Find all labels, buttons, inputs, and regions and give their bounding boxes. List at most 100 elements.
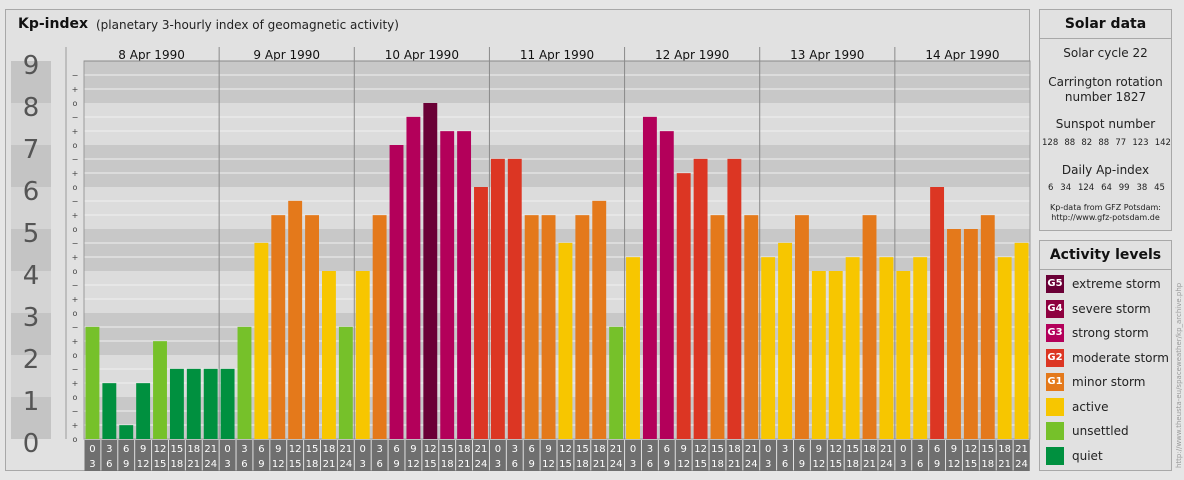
interval-end: 9: [934, 459, 940, 470]
y-tick-label: 1: [23, 387, 40, 417]
kp-bar: [271, 215, 286, 439]
interval-end: 15: [559, 459, 572, 470]
interval-end: 3: [89, 459, 95, 470]
interval-end: 18: [711, 459, 724, 470]
minor-tick-label: +: [72, 85, 79, 94]
y-band: [11, 271, 51, 313]
interval-cell: [337, 440, 354, 471]
interval-cell: [996, 440, 1013, 471]
kp-bar: [862, 215, 877, 439]
interval-cell: [557, 440, 574, 471]
interval-cell: [304, 440, 320, 471]
day-label: 9 Apr 1990: [253, 48, 320, 62]
interval-start: 21: [339, 444, 352, 455]
sunspot-value: 142: [1154, 138, 1171, 148]
interval-cell: [658, 440, 675, 471]
interval-cell: [168, 440, 185, 471]
interval-start: 0: [630, 444, 636, 455]
interval-start: 15: [846, 444, 859, 455]
minor-tick-label: o: [73, 267, 78, 276]
kp-bar: [676, 173, 691, 439]
interval-cell: [878, 440, 895, 471]
interval-end: 3: [765, 459, 771, 470]
minor-tick-label: o: [73, 99, 78, 108]
interval-end: 21: [323, 459, 336, 470]
interval-start: 3: [106, 444, 112, 455]
interval-start: 6: [934, 444, 940, 455]
interval-start: 0: [224, 444, 230, 455]
interval-cell: [827, 440, 844, 471]
sunspot-value: 82: [1081, 138, 1093, 148]
interval-end: 24: [880, 459, 893, 470]
y-tick-label: 8: [23, 93, 40, 123]
kp-bar: [913, 257, 928, 439]
ap-value: 124: [1077, 183, 1095, 193]
day-label: 11 Apr 1990: [520, 48, 594, 62]
level-swatch: G4: [1046, 299, 1064, 318]
y-band: [11, 313, 51, 355]
interval-start: 18: [863, 444, 876, 455]
minor-tick-label: +: [72, 127, 79, 136]
minor-tick-label: −: [72, 365, 79, 374]
kp-bar: [609, 326, 624, 439]
level-label: unsettled: [1072, 424, 1129, 438]
day-label: 13 Apr 1990: [790, 48, 864, 62]
minor-tick-label: +: [72, 421, 79, 430]
y-band: [11, 355, 51, 397]
kp-bar: [592, 200, 607, 439]
kp-bar: [558, 242, 573, 439]
kp-bar: [288, 200, 303, 439]
activity-level-item: G2 moderate storm: [1046, 348, 1169, 368]
interval-end: 15: [424, 459, 437, 470]
interval-cell: [506, 440, 523, 471]
kp-bar: [761, 257, 776, 439]
interval-start: 18: [187, 444, 200, 455]
minor-tick-label: −: [72, 281, 79, 290]
interval-start: 9: [816, 444, 822, 455]
interval-start: 12: [424, 444, 437, 455]
minor-tick-label: +: [72, 169, 79, 178]
interval-end: 12: [407, 459, 420, 470]
ap-values: 6 34 124 64 99 38 45: [1042, 183, 1171, 193]
minor-tick-label: −: [72, 197, 79, 206]
band: [84, 187, 1030, 229]
level-label: minor storm: [1072, 375, 1146, 389]
interval-start: 18: [998, 444, 1011, 455]
interval-end: 3: [224, 459, 230, 470]
interval-start: 12: [289, 444, 302, 455]
activity-level-item: G1 minor storm: [1046, 372, 1145, 392]
kp-bar: [136, 383, 151, 439]
interval-cell: [456, 440, 473, 471]
interval-end: 6: [106, 459, 112, 470]
credit-text: http://www.theusta-eu/spaceweather/kp_ar…: [1175, 282, 1183, 468]
y-band: [11, 229, 51, 271]
kp-bar: [474, 187, 488, 439]
kp-bar: [102, 383, 117, 439]
interval-start: 9: [140, 444, 146, 455]
y-tick-label: 7: [23, 135, 40, 165]
interval-cell: [101, 440, 118, 471]
interval-cell: [219, 440, 236, 471]
interval-end: 9: [664, 459, 670, 470]
sunspot-value: 123: [1132, 138, 1149, 148]
sunspot-label: Sunspot number: [1055, 117, 1156, 131]
source-line-1: Kp-data from GFZ Potsdam:: [1050, 203, 1161, 212]
day-label: 8 Apr 1990: [118, 48, 185, 62]
interval-start: 21: [880, 444, 893, 455]
minor-tick-label: −: [72, 155, 79, 164]
interval-start: 6: [799, 444, 805, 455]
day-label: 12 Apr 1990: [655, 48, 729, 62]
interval-start: 3: [241, 444, 247, 455]
activity-level-item: active: [1046, 397, 1108, 417]
kp-bar: [947, 229, 961, 439]
interval-end: 6: [512, 459, 518, 470]
activity-level-item: G4 severe storm: [1046, 299, 1151, 319]
chart-title: Kp-index: [18, 16, 88, 32]
interval-start: 6: [393, 444, 399, 455]
kp-bar: [423, 103, 438, 439]
minor-tick-label: +: [72, 337, 79, 346]
source-line-2: http://www.gfz-potsdam.de: [1051, 213, 1160, 222]
interval-start: 12: [154, 444, 167, 455]
kp-bar: [389, 145, 404, 439]
interval-end: 24: [204, 459, 217, 470]
